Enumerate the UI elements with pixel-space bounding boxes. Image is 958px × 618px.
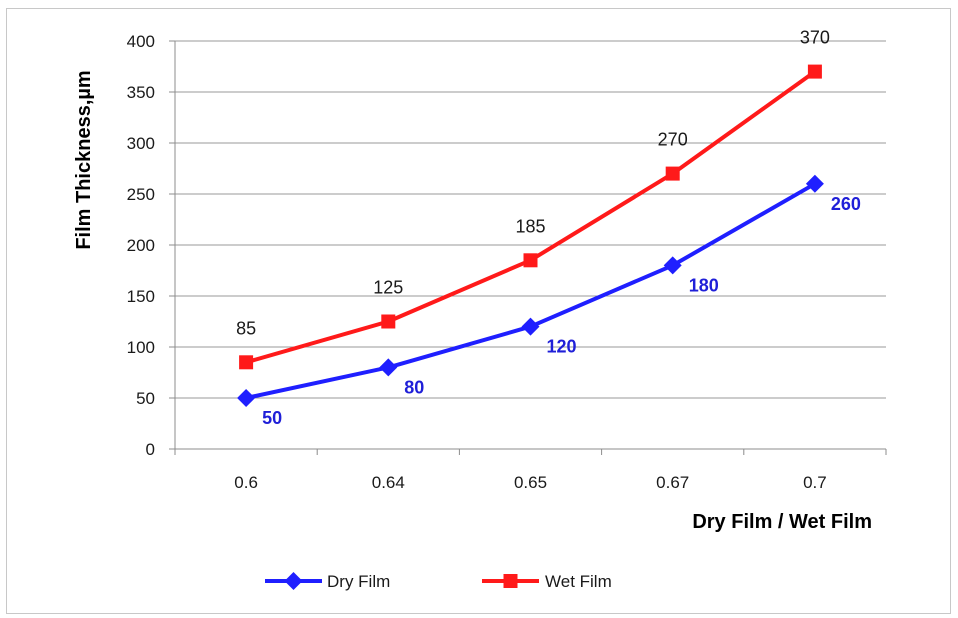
- legend-label-wet-film: Wet Film: [545, 572, 612, 591]
- x-tick-label: 0.65: [514, 473, 547, 492]
- legend-marker-dry-film: [284, 572, 303, 590]
- data-label-dry-film: 50: [262, 408, 282, 428]
- data-label-wet-film: 125: [373, 278, 403, 298]
- legend-label-dry-film: Dry Film: [327, 572, 390, 591]
- legend: Dry Film Wet Film: [265, 572, 612, 591]
- point-wet-film: [239, 355, 254, 370]
- point-wet-film: [807, 64, 822, 79]
- y-tick-label: 200: [127, 236, 155, 255]
- point-dry-film: [521, 317, 540, 336]
- data-label-wet-film: 370: [800, 28, 830, 48]
- data-labels: 50 80 120 180 260 85 125 185 270 370: [236, 28, 861, 428]
- y-tick-label: 300: [127, 134, 155, 153]
- y-axis-title: Film Thickness,µm: [73, 70, 95, 249]
- point-dry-film: [663, 256, 682, 275]
- point-dry-film: [379, 358, 398, 377]
- y-tick-label: 350: [127, 83, 155, 102]
- data-label-dry-film: 80: [404, 377, 424, 397]
- data-label-dry-film: 260: [831, 194, 861, 214]
- y-tick-label: 100: [127, 338, 155, 357]
- legend-marker-wet-film: [503, 574, 518, 588]
- gridlines: [174, 40, 886, 450]
- data-label-dry-film: 120: [547, 337, 577, 357]
- point-dry-film: [237, 389, 256, 407]
- point-dry-film: [805, 174, 824, 193]
- data-label-wet-film: 185: [515, 216, 545, 236]
- point-wet-film: [381, 314, 396, 329]
- point-wet-film: [665, 166, 680, 181]
- y-tick-label: 50: [136, 389, 155, 408]
- y-axis-ticks: 0 50 100 150 200 250 300 350 400: [127, 32, 175, 459]
- x-tick-label: 0.7: [803, 473, 827, 492]
- legend-item-dry-film: Dry Film: [265, 572, 390, 591]
- y-tick-label: 150: [127, 287, 155, 306]
- x-tick-label: 0.6: [234, 473, 258, 492]
- x-tick-label: 0.64: [372, 473, 405, 492]
- data-label-wet-film: 270: [658, 130, 688, 150]
- data-label-dry-film: 180: [689, 275, 719, 295]
- point-wet-film: [523, 253, 538, 268]
- x-axis-title: Dry Film / Wet Film: [692, 511, 872, 533]
- legend-item-wet-film: Wet Film: [482, 572, 612, 591]
- chart-frame: [6, 8, 951, 614]
- y-tick-label: 0: [146, 440, 155, 459]
- y-tick-label: 250: [127, 185, 155, 204]
- series-group: [237, 64, 824, 407]
- x-tick-label: 0.67: [656, 473, 689, 492]
- y-tick-label: 400: [127, 32, 155, 51]
- x-axis-ticks: 0.6 0.64 0.65 0.67 0.7: [174, 449, 887, 492]
- data-label-wet-film: 85: [236, 318, 256, 338]
